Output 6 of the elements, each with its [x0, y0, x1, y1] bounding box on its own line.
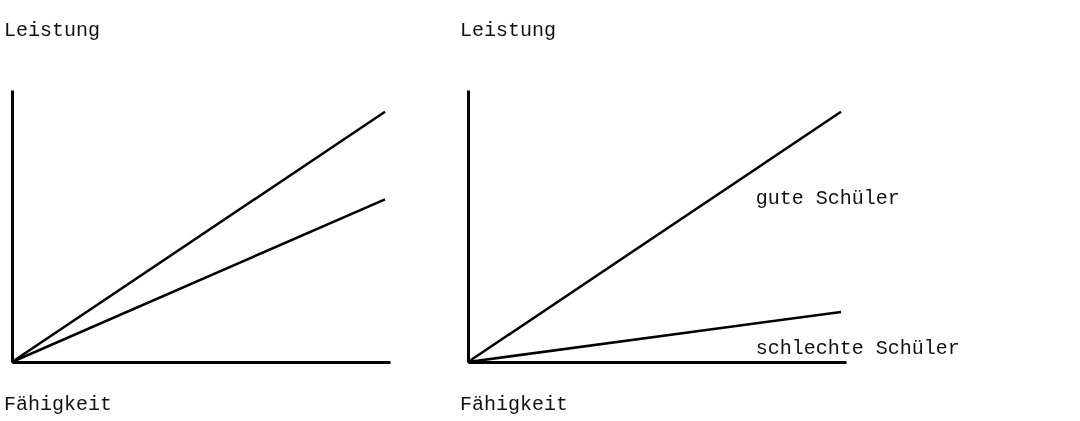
y-axis-title: Leistung: [4, 19, 101, 42]
y-axis-title: Leistung: [460, 19, 557, 42]
x-axis-title: Fähigkeit: [460, 393, 569, 416]
series-label: gute Schüler: [755, 187, 900, 211]
x-axis-title: Fähigkeit: [4, 393, 113, 416]
series-label: schlechte Schüler: [755, 337, 960, 361]
